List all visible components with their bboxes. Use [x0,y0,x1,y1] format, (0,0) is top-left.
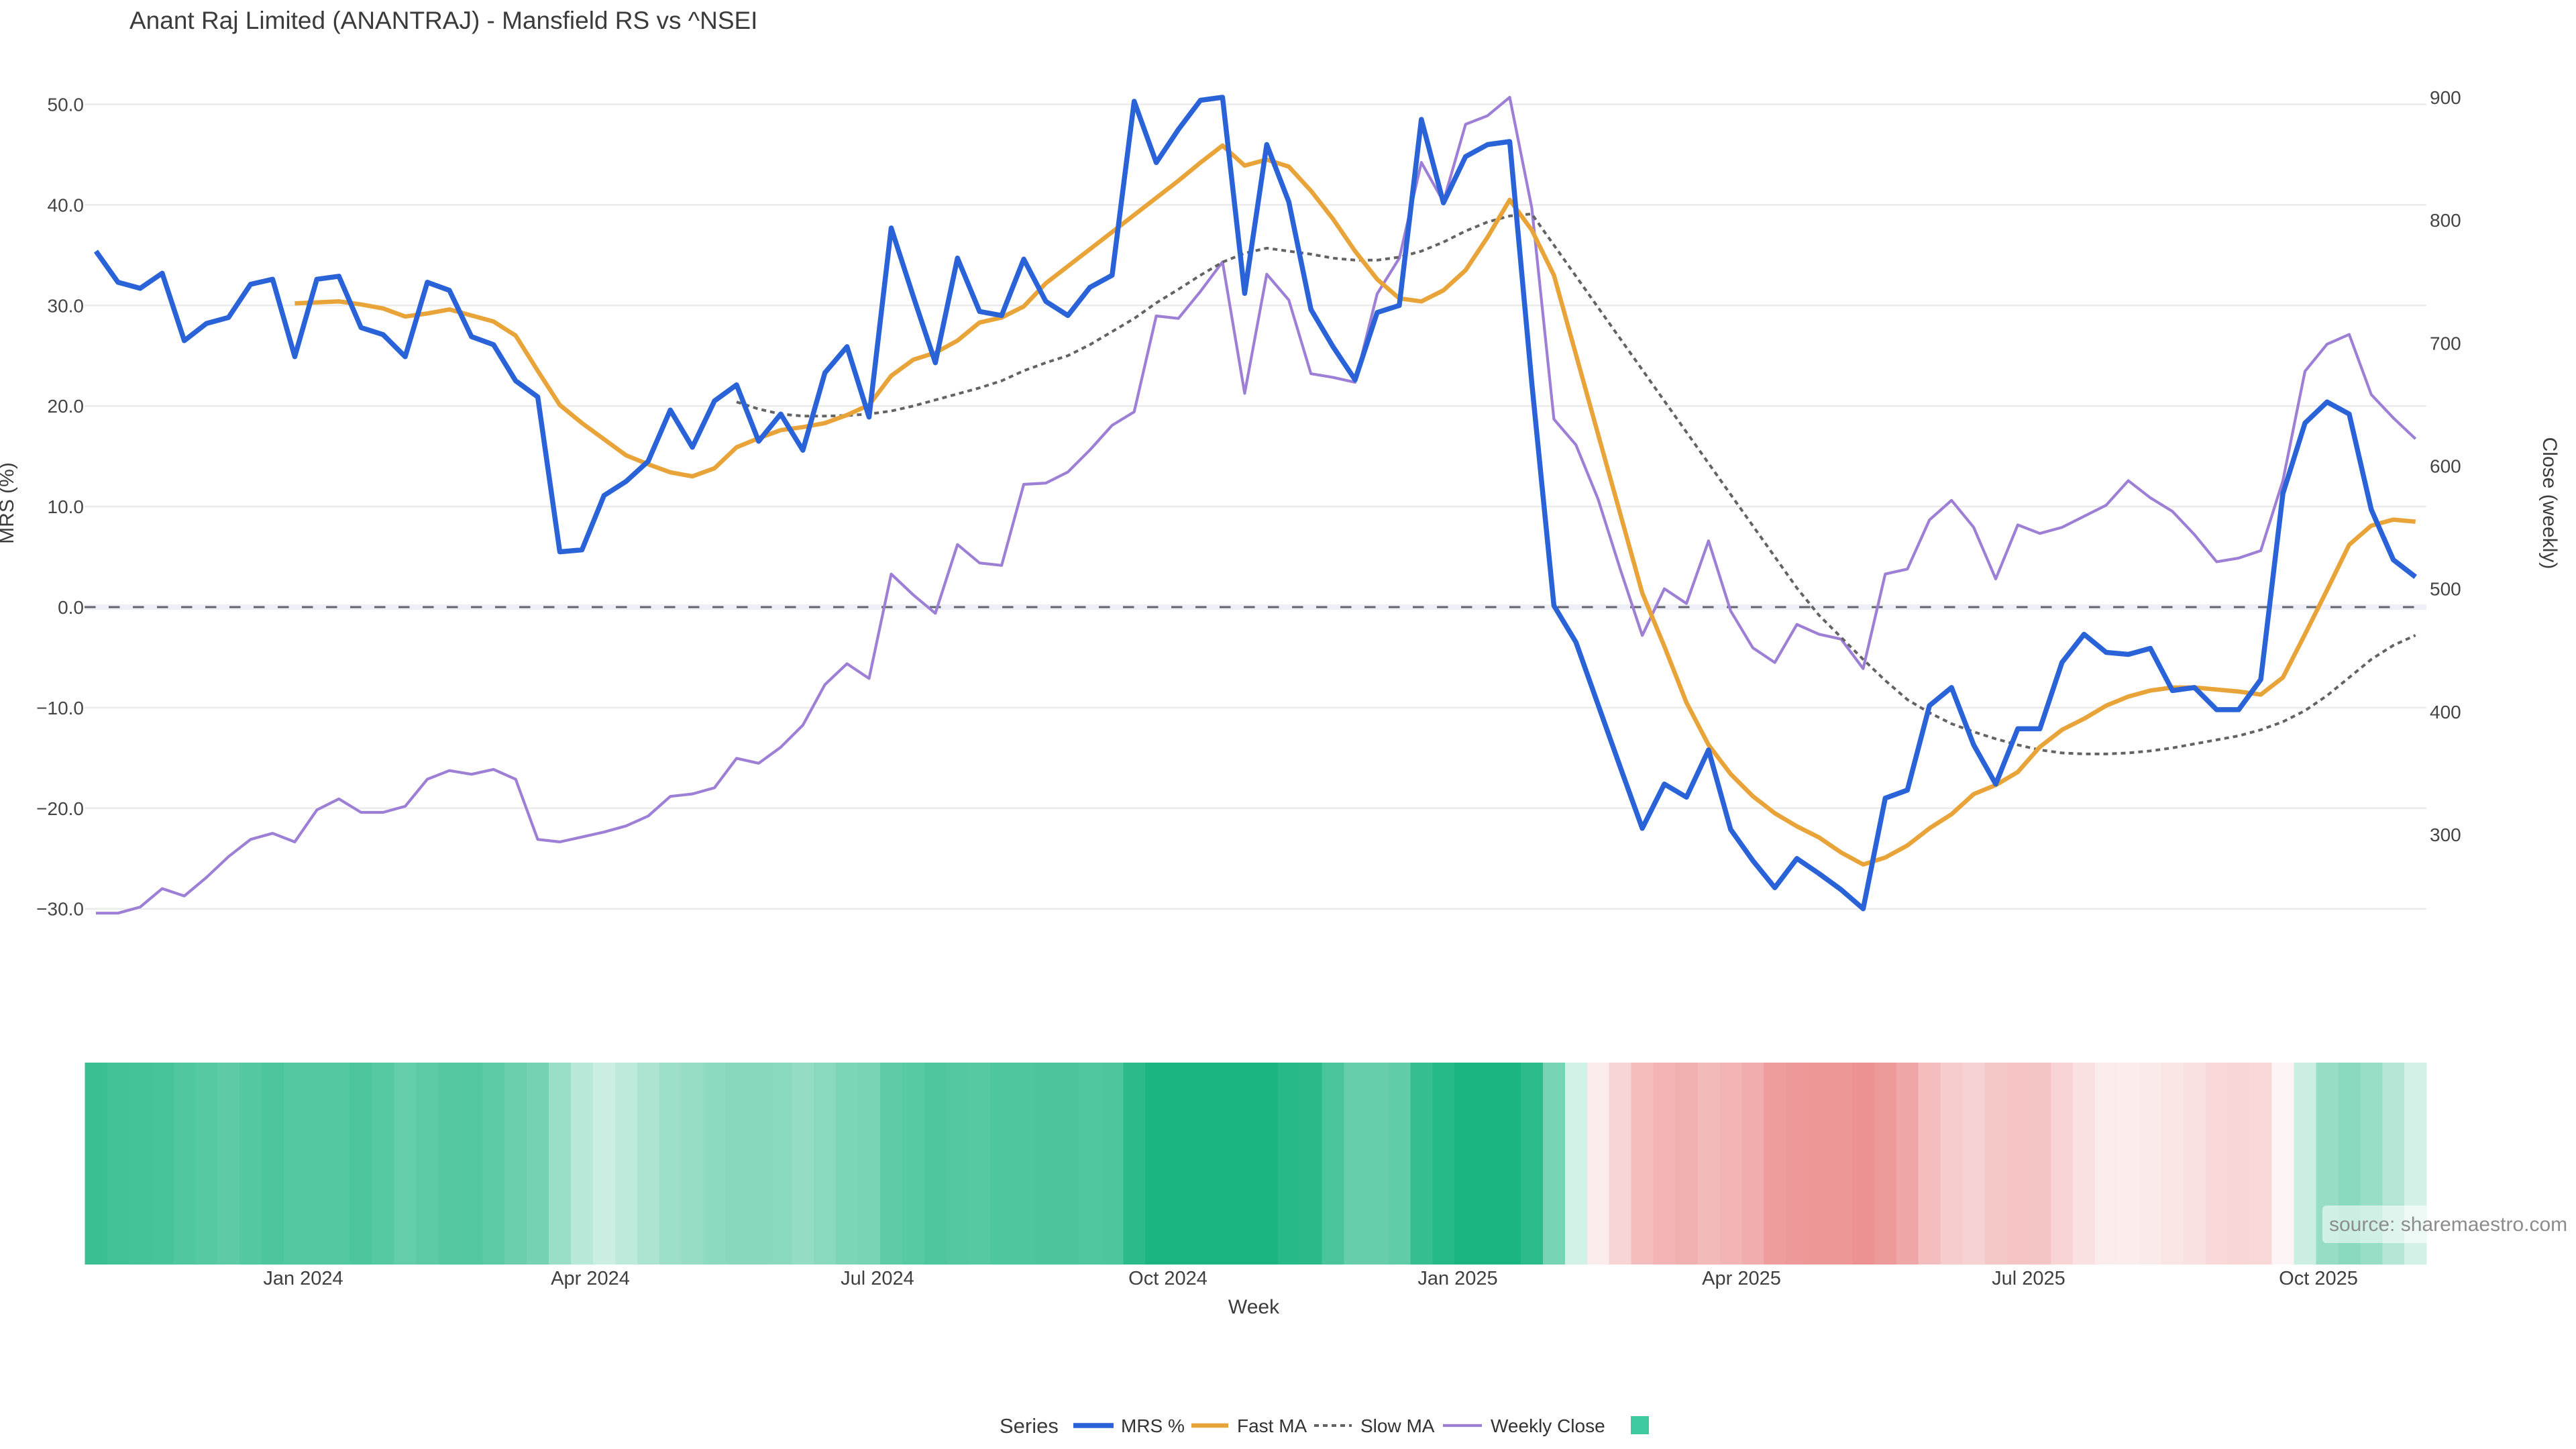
svg-text:400: 400 [2430,702,2461,722]
svg-text:−30.0: −30.0 [36,899,84,920]
svg-text:Fast MA: Fast MA [1237,1415,1307,1436]
svg-text:Apr 2025: Apr 2025 [1702,1268,1781,1289]
svg-text:MRS %: MRS % [1121,1415,1185,1436]
svg-text:MRS (%): MRS (%) [0,462,18,544]
svg-text:600: 600 [2430,456,2461,477]
svg-text:Apr 2024: Apr 2024 [551,1268,630,1289]
svg-text:10.0: 10.0 [48,496,85,517]
svg-text:source: sharemaestro.com: source: sharemaestro.com [2329,1214,2567,1236]
svg-text:Jan 2025: Jan 2025 [1417,1268,1497,1289]
svg-text:500: 500 [2430,579,2461,600]
svg-text:Slow MA: Slow MA [1360,1415,1435,1436]
svg-text:800: 800 [2430,210,2461,231]
svg-text:700: 700 [2430,333,2461,354]
svg-text:0.0: 0.0 [58,597,84,618]
svg-text:Jul 2025: Jul 2025 [1992,1268,2065,1289]
svg-text:Series: Series [1000,1414,1059,1438]
svg-text:30.0: 30.0 [48,295,85,316]
svg-text:Jul 2024: Jul 2024 [841,1268,914,1289]
svg-text:Weekly Close: Weekly Close [1491,1415,1605,1436]
svg-text:Close (weekly): Close (weekly) [2538,437,2561,570]
svg-text:Oct 2024: Oct 2024 [1128,1268,1208,1289]
svg-text:−10.0: −10.0 [36,698,84,718]
svg-text:900: 900 [2430,87,2461,108]
svg-text:−20.0: −20.0 [36,798,84,819]
svg-text:Jan 2024: Jan 2024 [263,1268,343,1289]
svg-text:300: 300 [2430,824,2461,845]
svg-text:50.0: 50.0 [48,95,85,115]
svg-text:Week: Week [1228,1296,1280,1318]
svg-text:40.0: 40.0 [48,195,85,215]
svg-text:Oct 2025: Oct 2025 [2279,1268,2358,1289]
svg-text:Anant Raj Limited (ANANTRAJ) -: Anant Raj Limited (ANANTRAJ) - Mansfield… [129,7,757,34]
svg-text:20.0: 20.0 [48,396,85,417]
